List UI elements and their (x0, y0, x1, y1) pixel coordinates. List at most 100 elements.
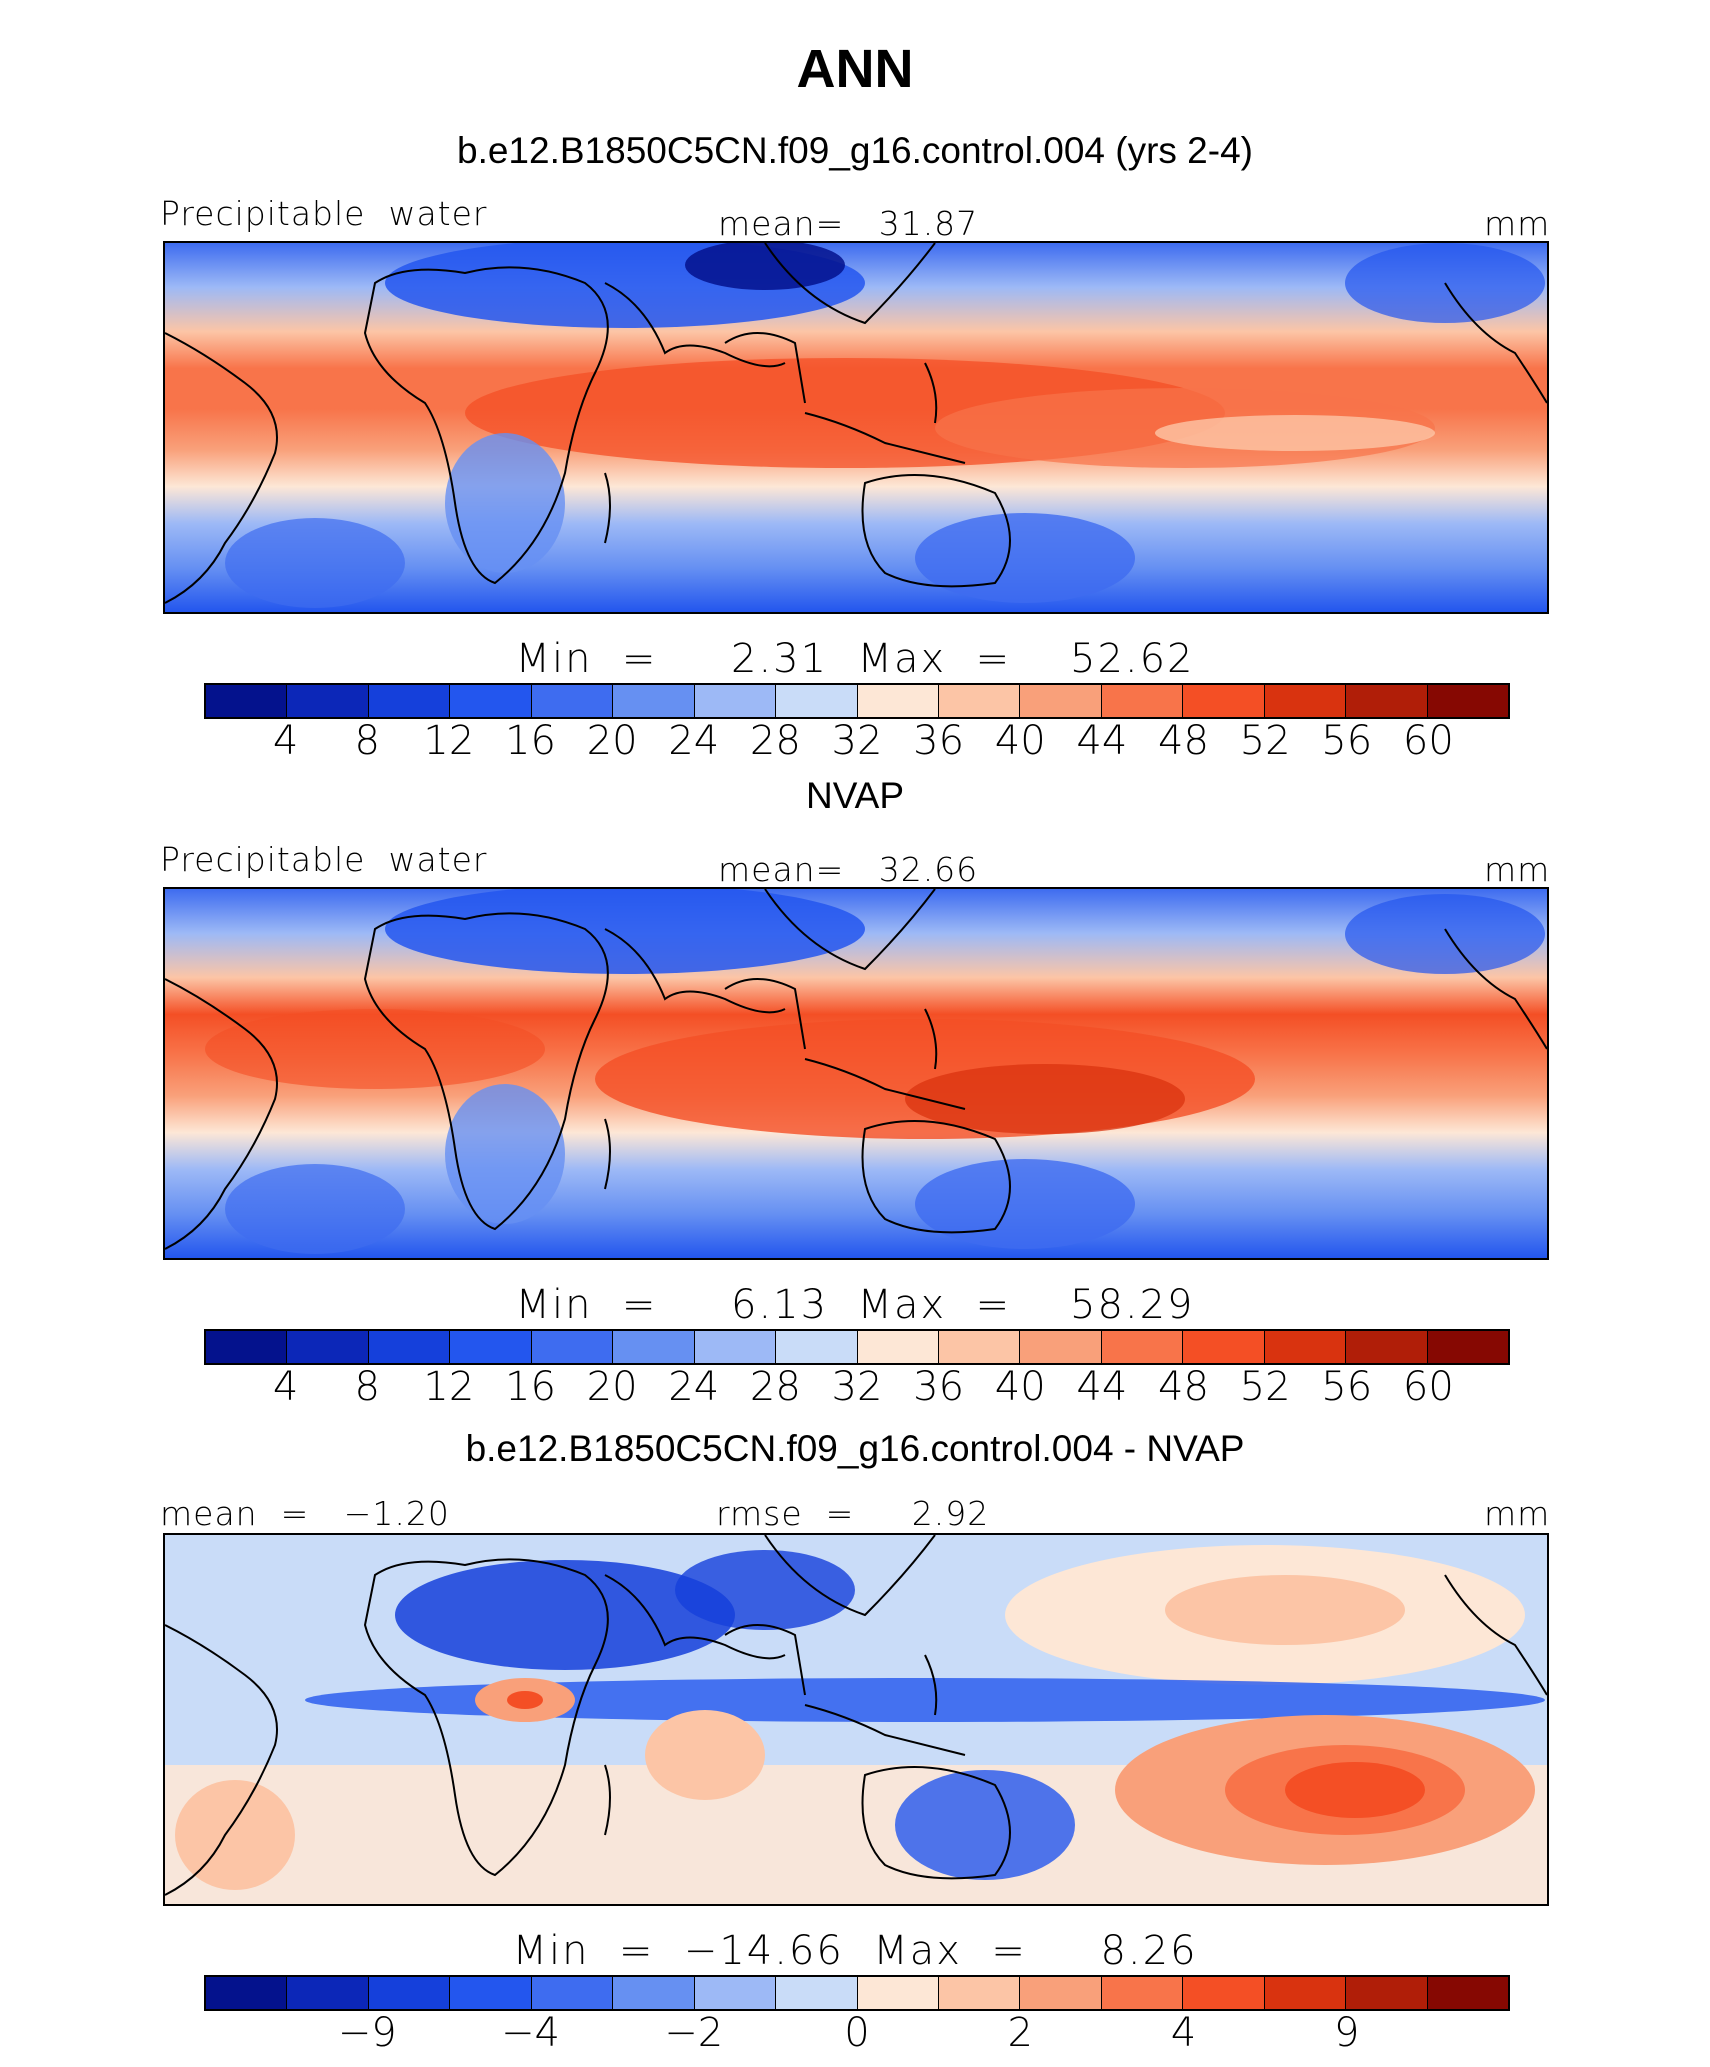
colorbar-swatch (938, 685, 1021, 717)
colorbar-tick-label: 32 (831, 1364, 883, 1410)
panel-2-units-label: mm (1484, 850, 1551, 889)
panel-3-map-svg (165, 1535, 1547, 1904)
colorbar-tick-label: 20 (586, 718, 638, 764)
panel-3-min-max: Min = −14.66 Max = 8.26 (512, 1928, 1198, 1974)
colorbar-swatch (1020, 1977, 1102, 2009)
colorbar-tick-label: 12 (423, 1364, 475, 1410)
colorbar-swatch (368, 685, 451, 717)
panel-1-map-svg (165, 243, 1547, 612)
colorbar-swatch (206, 685, 288, 717)
colorbar-swatch (857, 685, 939, 717)
colorbar-swatch (531, 1977, 614, 2009)
colorbar-swatch (1427, 1977, 1508, 2009)
colorbar-tick-label: 4 (272, 718, 299, 764)
colorbar-swatch (287, 1977, 369, 2009)
colorbar-tick-label: 36 (913, 718, 965, 764)
panel-2-colorbar-labels: 4 8 12 16 20 24 28 32 36 40 44 48 52 56 60 (0, 1364, 1710, 1414)
colorbar-swatch (1346, 1331, 1428, 1363)
colorbar-tick-label: 28 (749, 1364, 801, 1410)
colorbar-tick-label: 28 (749, 718, 801, 764)
colorbar-swatch (938, 1331, 1021, 1363)
colorbar-swatch (1101, 1977, 1184, 2009)
colorbar-swatch (368, 1331, 451, 1363)
colorbar-swatch (613, 685, 695, 717)
colorbar-tick-label: 40 (994, 1364, 1046, 1410)
panel-1-title: b.e12.B1850C5CN.f09_g16.control.004 (yrs… (457, 130, 1253, 171)
colorbar-tick-label: 36 (913, 1364, 965, 1410)
colorbar-swatch (1264, 685, 1347, 717)
colorbar-tick-label: 44 (1076, 718, 1128, 764)
colorbar-tick-label: 8 (354, 718, 380, 764)
colorbar-tick-label: 32 (831, 718, 883, 764)
panel-3-title: b.e12.B1850C5CN.f09_g16.control.004 - NV… (465, 1428, 1245, 1469)
colorbar-swatch (1346, 685, 1428, 717)
colorbar-swatch (694, 1331, 777, 1363)
colorbar-swatch (613, 1331, 695, 1363)
colorbar-swatch (1183, 1977, 1265, 2009)
colorbar-tick-label: 40 (994, 718, 1046, 764)
colorbar-tick-label: 56 (1321, 718, 1373, 764)
colorbar-swatch (1183, 685, 1265, 717)
panel-3-units-label: mm (1484, 1494, 1551, 1533)
colorbar-tick-label: 12 (423, 718, 475, 764)
colorbar-tick-label: 20 (586, 1364, 638, 1410)
colorbar-swatch (1427, 685, 1508, 717)
colorbar-tick-label: 52 (1239, 1364, 1291, 1410)
colorbar-swatch (1264, 1977, 1347, 2009)
panel-2-map (163, 887, 1549, 1260)
panel-1-colorbar-labels: 4 8 12 16 20 24 28 32 36 40 44 48 52 56 60 (0, 718, 1710, 768)
colorbar-tick-label: −4 (501, 2010, 560, 2056)
colorbar-swatch (776, 1331, 858, 1363)
panel-2-mean-label: mean= 32.66 (718, 850, 979, 889)
colorbar-tick-label: 2 (1007, 2010, 1033, 2056)
colorbar-tick-label: −9 (337, 2010, 397, 2056)
colorbar-swatch (206, 1331, 288, 1363)
colorbar-swatch (450, 1977, 532, 2009)
colorbar-swatch (287, 685, 369, 717)
colorbar-tick-label: 8 (354, 1364, 380, 1410)
colorbar-swatch (776, 685, 858, 717)
colorbar-swatch (1020, 685, 1102, 717)
colorbar-tick-label: 9 (1334, 2010, 1360, 2056)
colorbar-tick-label: 4 (272, 1364, 299, 1410)
main-title: ANN (796, 39, 914, 99)
colorbar-tick-label: 60 (1402, 1364, 1454, 1410)
colorbar-tick-label: 24 (668, 718, 720, 764)
panel-1-map (163, 241, 1549, 614)
colorbar-swatch (287, 1331, 369, 1363)
colorbar-tick-label: 48 (1158, 718, 1209, 764)
colorbar-tick-label: 48 (1158, 1364, 1209, 1410)
colorbar-swatch (694, 1977, 777, 2009)
colorbar-swatch (613, 1977, 695, 2009)
colorbar-tick-label: 0 (844, 2010, 870, 2056)
colorbar-swatch (1264, 1331, 1347, 1363)
colorbar-swatch (531, 685, 614, 717)
colorbar-swatch (1183, 1331, 1265, 1363)
colorbar-tick-label: 24 (668, 1364, 720, 1410)
colorbar-swatch (1101, 685, 1184, 717)
colorbar-tick-label: 60 (1402, 718, 1454, 764)
colorbar-tick-label: 44 (1076, 1364, 1128, 1410)
colorbar-swatch (857, 1977, 939, 2009)
colorbar-tick-label: 4 (1170, 2010, 1197, 2056)
colorbar-tick-label: 16 (505, 1364, 556, 1410)
panel-3-colorbar (204, 1975, 1510, 2011)
colorbar-swatch (206, 1977, 288, 2009)
colorbar-swatch (450, 685, 532, 717)
panel-3-map (163, 1533, 1549, 1906)
panel-1-units-label: mm (1484, 204, 1551, 243)
panel-1-mean-label: mean= 31.87 (718, 204, 979, 243)
colorbar-swatch (1346, 1977, 1428, 2009)
colorbar-swatch (1101, 1331, 1184, 1363)
panel-2-title: NVAP (805, 775, 904, 816)
colorbar-swatch (694, 685, 777, 717)
colorbar-tick-label: 56 (1321, 1364, 1373, 1410)
colorbar-swatch (531, 1331, 614, 1363)
panel-2-min-max: Min = 6.13 Max = 58.29 (515, 1282, 1195, 1328)
colorbar-swatch (450, 1331, 532, 1363)
colorbar-swatch (1427, 1331, 1508, 1363)
panel-3-rmse-label: rmse = 2.92 (716, 1494, 990, 1533)
colorbar-swatch (368, 1977, 451, 2009)
panel-3-mean-label: mean = −1.20 (160, 1494, 450, 1533)
panel-2-map-svg (165, 889, 1547, 1258)
